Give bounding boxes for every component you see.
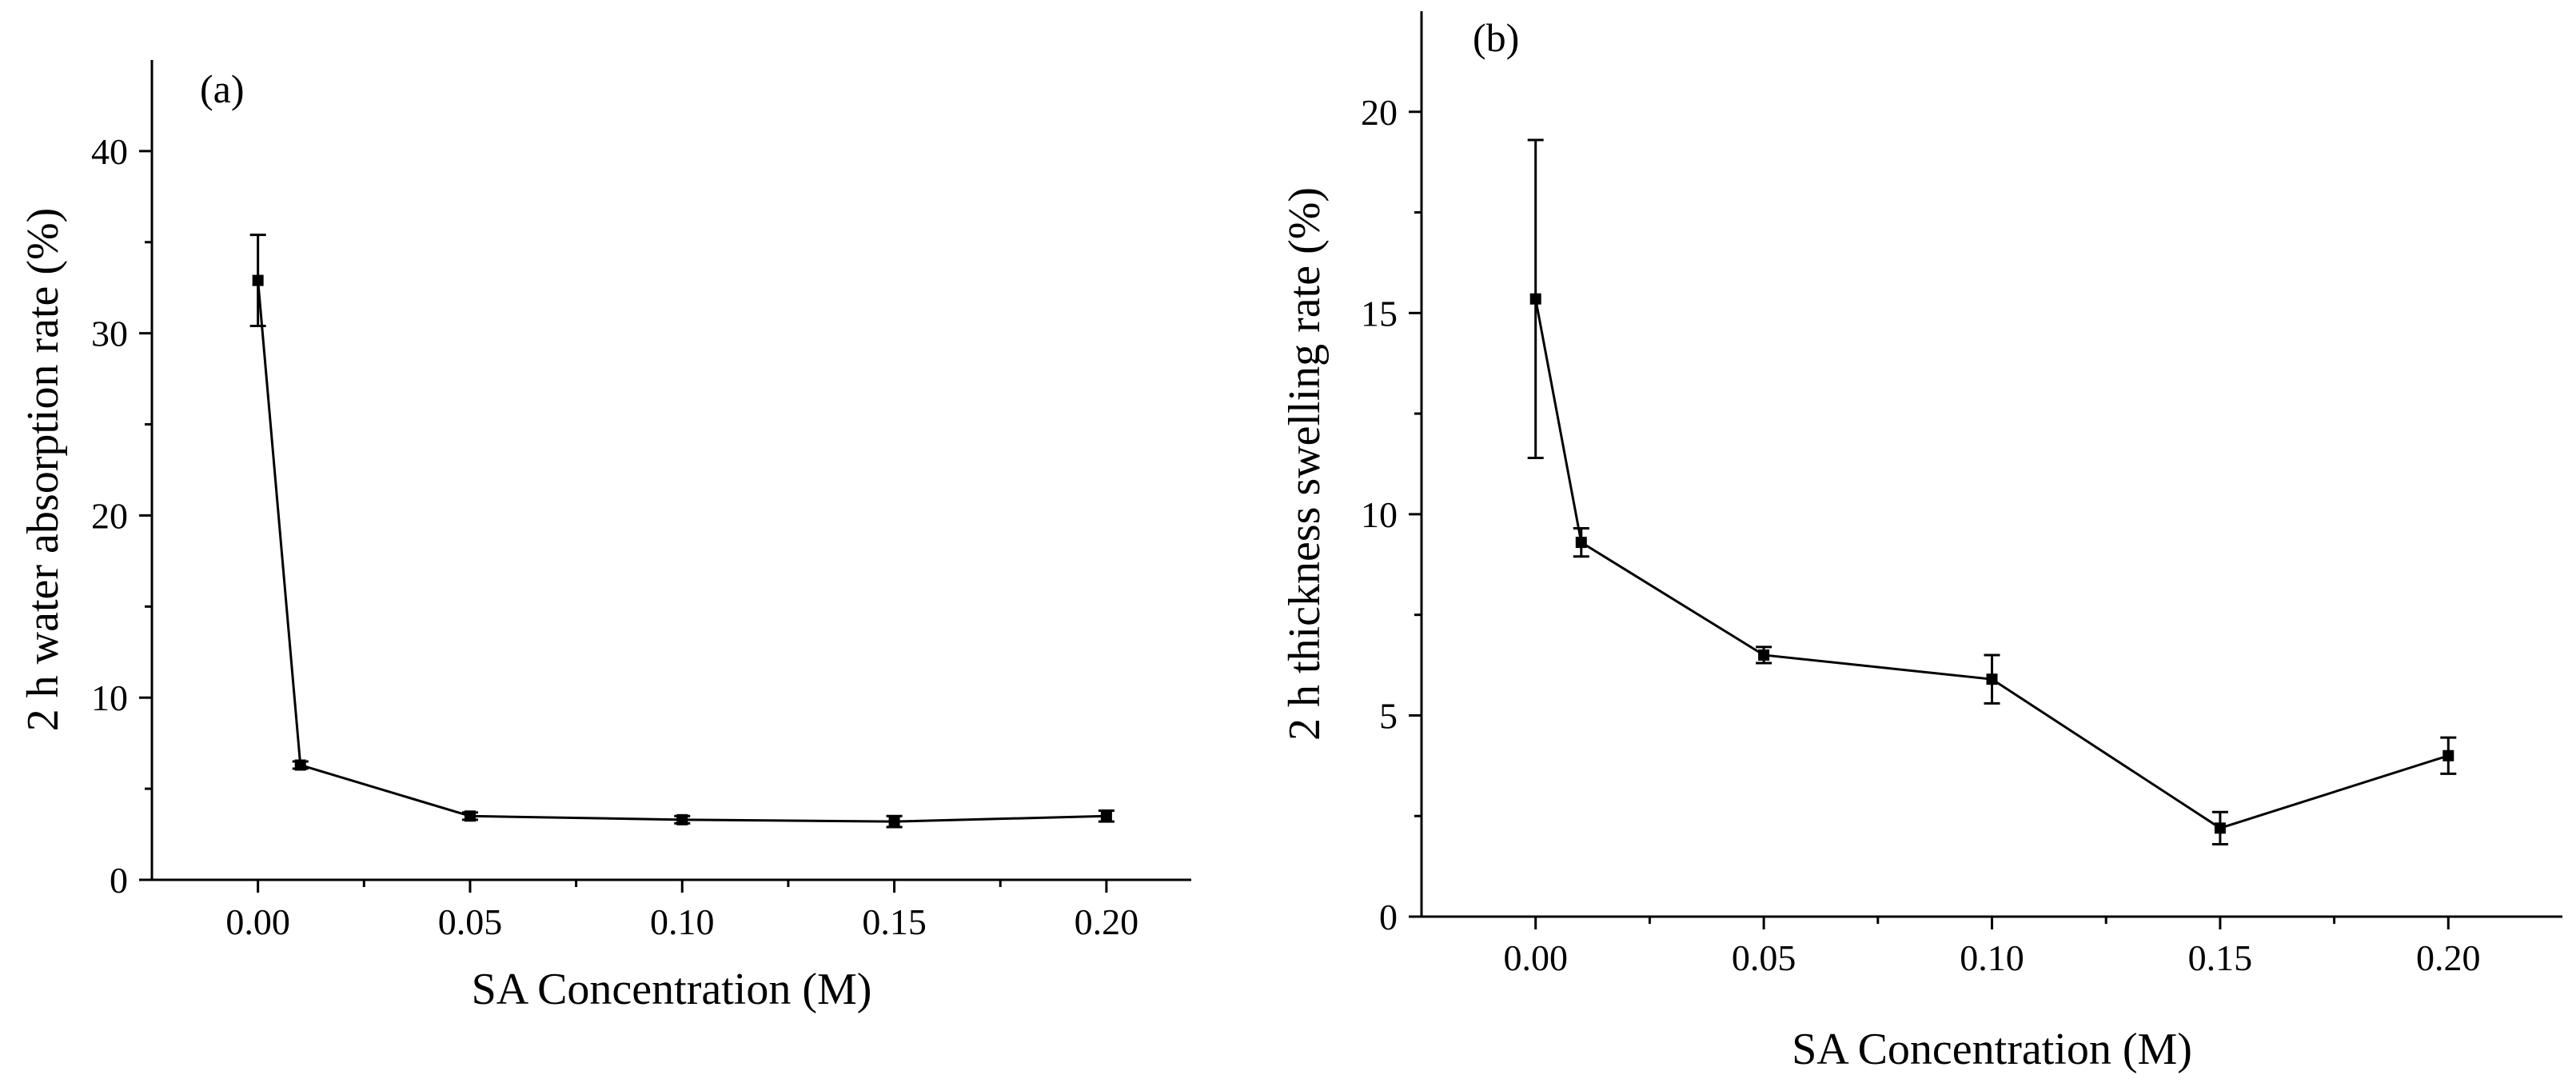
x-tick-label: 0.00: [1503, 937, 1568, 978]
y-axis-label: 2 h thickness swelling rate (%): [1280, 187, 1330, 741]
panel-a: 0 10 20 30 40 0.00 0.05 0.10 0.15 0.20 SA Concentr…: [18, 60, 1191, 1014]
y-tick-label: 30: [91, 314, 128, 354]
x-tick-label: 0.05: [1732, 937, 1796, 978]
y-axis-label: 2 h water absorption rate (%): [18, 208, 68, 732]
data-point: [1758, 649, 1770, 661]
x-tick-label: 0.20: [1075, 901, 1139, 942]
x-tick-label: 0.15: [862, 901, 927, 942]
y-tick-label: 40: [91, 131, 128, 172]
x-axis-label: SA Concentration (M): [1792, 1025, 2192, 1074]
x-tick-label: 0.05: [438, 901, 503, 942]
data-point: [464, 810, 476, 822]
x-axis-label: SA Concentration (M): [472, 965, 872, 1014]
x-tick-label: 0.10: [650, 901, 715, 942]
panel-label: (a): [200, 66, 245, 111]
y-tick-label: 10: [91, 677, 128, 718]
data-point: [294, 759, 306, 771]
y-tick-label: 5: [1379, 695, 1398, 736]
x-tick-label: 0.00: [225, 901, 290, 942]
panel-b: 0 5 10 15 20 0.00 0.05 0.10 0.15 0.20 SA Concentra…: [1280, 11, 2562, 1074]
x-tick-label: 0.20: [2416, 937, 2481, 978]
data-point: [1100, 810, 1112, 822]
x-tick-label: 0.10: [1960, 937, 2024, 978]
y-tick-label: 0: [110, 860, 128, 901]
data-point: [2214, 822, 2226, 834]
y-tick-label: 20: [91, 495, 128, 536]
y-tick-label: 15: [1361, 293, 1398, 334]
y-tick-label: 10: [1361, 494, 1398, 535]
data-point: [1986, 673, 1998, 685]
data-point: [888, 816, 900, 828]
x-tick-label: 0.15: [2188, 937, 2253, 978]
data-point: [1575, 537, 1587, 549]
series-line: [1534, 298, 2449, 829]
y-tick-label: 0: [1379, 897, 1398, 937]
data-point: [1529, 293, 1541, 305]
data-point: [676, 813, 688, 825]
data-point: [252, 274, 264, 286]
data-point: [2442, 749, 2454, 761]
y-tick-label: 20: [1361, 92, 1398, 133]
panel-label: (b): [1473, 15, 1519, 60]
series-line: [257, 280, 1107, 823]
